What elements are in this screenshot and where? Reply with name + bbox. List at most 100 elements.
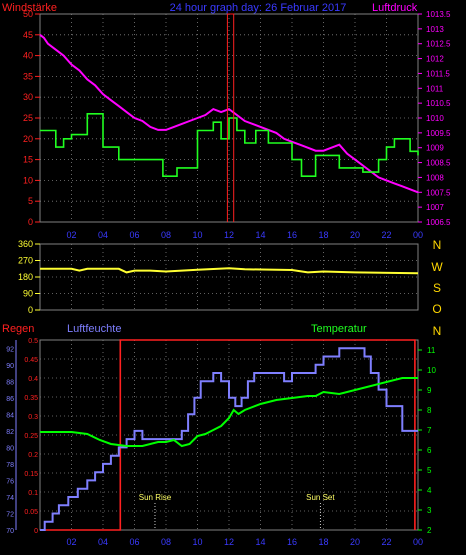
x-tick-label: 00 xyxy=(413,537,423,547)
y-inner-tick-label: 0.3 xyxy=(28,414,38,421)
x-tick-label: 18 xyxy=(318,537,328,547)
y-right-tick-label: 1008.5 xyxy=(426,159,451,168)
x-tick-label: 22 xyxy=(381,230,391,240)
y-inner-tick-label: 0.05 xyxy=(24,509,38,516)
y-inner-tick-label: 0.2 xyxy=(28,452,38,459)
y-right-tick-label: 1012 xyxy=(426,55,444,64)
x-tick-label: 12 xyxy=(224,230,234,240)
y-left-tick-label: 45 xyxy=(23,30,33,40)
sunrise-label: Sun Rise xyxy=(139,493,172,502)
y-right-tick-label: 7 xyxy=(427,426,432,435)
x-tick-label: 04 xyxy=(98,537,108,547)
x-tick-label: 02 xyxy=(66,537,76,547)
y-left-tick-label: 0 xyxy=(28,217,33,227)
series-line-wind xyxy=(40,113,419,177)
y-outer-tick-label: 78 xyxy=(6,462,14,469)
y-inner-tick-label: 0.35 xyxy=(24,395,38,402)
y-right-tick-label: 1007 xyxy=(426,203,444,212)
y-inner-tick-label: 0.5 xyxy=(28,338,38,345)
y-right-tick-label: 1011 xyxy=(426,84,444,93)
y-right-tick-label: 1013 xyxy=(426,25,444,34)
panel-wind-pressure: 051015202530354045501006.510071007.51008… xyxy=(23,9,451,240)
series-line-temperature xyxy=(40,377,418,448)
x-tick-label: 08 xyxy=(161,537,171,547)
x-tick-label: 06 xyxy=(129,537,139,547)
y-outer-tick-label: 88 xyxy=(6,379,14,386)
y-right-tick-label: 1007.5 xyxy=(426,188,451,197)
y-right-tick-label: 3 xyxy=(427,506,432,515)
header-left-title: Windstärke xyxy=(2,2,57,14)
y-left-tick-label: 20 xyxy=(23,134,33,144)
y-outer-tick-label: 90 xyxy=(6,363,14,370)
y-right-tick-label: 11 xyxy=(427,346,436,355)
y-right-tick-label: 8 xyxy=(427,406,432,415)
y-left-tick-label: 35 xyxy=(23,71,33,81)
y-left-tick-label: 360 xyxy=(18,239,33,249)
y-outer-tick-label: 72 xyxy=(6,511,14,518)
sunset-label: Sun Set xyxy=(306,493,335,502)
y-left-tick-label: 270 xyxy=(18,256,33,266)
y-inner-tick-label: 0.25 xyxy=(24,433,38,440)
y-right-tick-label: 1009.5 xyxy=(426,129,451,138)
y-inner-tick-label: 0.15 xyxy=(24,471,38,478)
y-outer-tick-label: 84 xyxy=(6,412,14,419)
x-tick-label: 00 xyxy=(413,230,423,240)
y-right-tick-label: 1009 xyxy=(426,144,444,153)
series-line-pressure xyxy=(39,34,419,194)
series-line-rain xyxy=(40,339,416,531)
x-tick-label: 08 xyxy=(161,230,171,240)
y-right-tick-label: 10 xyxy=(427,366,436,375)
y-right-tick-label: 2 xyxy=(427,526,432,535)
y-outer-tick-label: 86 xyxy=(6,396,14,403)
y-left-tick-label: 5 xyxy=(28,196,33,206)
y-left-tick-label: 50 xyxy=(23,9,33,19)
y-right-tick-label: 1010.5 xyxy=(426,99,451,108)
y-outer-tick-label: 74 xyxy=(6,495,14,502)
x-tick-label: 14 xyxy=(255,537,265,547)
y-right-tick-label: 6 xyxy=(427,446,432,455)
series-line-wind-gust xyxy=(226,13,235,222)
y-left-tick-label: 10 xyxy=(23,175,33,185)
x-tick-label: 22 xyxy=(381,537,391,547)
x-tick-label: 20 xyxy=(350,230,360,240)
y-left-tick-label: 25 xyxy=(23,113,33,123)
y-left-tick-label: 0 xyxy=(28,305,33,315)
y-left-tick-label: 15 xyxy=(23,155,33,165)
x-tick-label: 14 xyxy=(255,230,265,240)
x-tick-label: 20 xyxy=(350,537,360,547)
header-center-title: 24 hour graph day: 26 Februar 2017 xyxy=(170,2,347,14)
x-tick-label: 12 xyxy=(224,537,234,547)
y-outer-tick-label: 82 xyxy=(6,429,14,436)
y-outer-tick-label: 70 xyxy=(6,528,14,535)
y-outer-tick-label: 80 xyxy=(6,445,14,452)
y-right-tick-label: 1008 xyxy=(426,173,444,182)
compass-label: N xyxy=(433,238,442,252)
x-tick-label: 10 xyxy=(192,537,202,547)
panel3-left-title: Regen xyxy=(2,323,34,335)
y-left-tick-label: 30 xyxy=(23,92,33,102)
y-right-tick-label: 1006.5 xyxy=(426,218,451,227)
x-tick-label: 16 xyxy=(287,230,297,240)
y-inner-tick-label: 0.45 xyxy=(24,357,38,364)
y-right-tick-label: 1010 xyxy=(426,114,444,123)
x-tick-label: 06 xyxy=(129,230,139,240)
x-tick-label: 02 xyxy=(66,230,76,240)
compass-label: N xyxy=(433,324,442,338)
y-inner-tick-label: 0.4 xyxy=(28,376,38,383)
y-inner-tick-label: 0.1 xyxy=(28,490,38,497)
panel3-right-title: Temperatur xyxy=(311,323,367,335)
y-right-tick-label: 1013.5 xyxy=(426,10,451,19)
y-left-tick-label: 90 xyxy=(23,289,33,299)
x-tick-label: 18 xyxy=(318,230,328,240)
x-tick-label: 16 xyxy=(287,537,297,547)
y-right-tick-label: 9 xyxy=(427,386,432,395)
x-tick-label: 04 xyxy=(98,230,108,240)
series-line-humidity xyxy=(40,347,418,531)
y-outer-tick-label: 76 xyxy=(6,478,14,485)
y-right-tick-label: 1012.5 xyxy=(426,40,451,49)
y-right-tick-label: 5 xyxy=(427,466,432,475)
y-left-tick-label: 180 xyxy=(18,272,33,282)
series-line-direction xyxy=(40,267,419,275)
